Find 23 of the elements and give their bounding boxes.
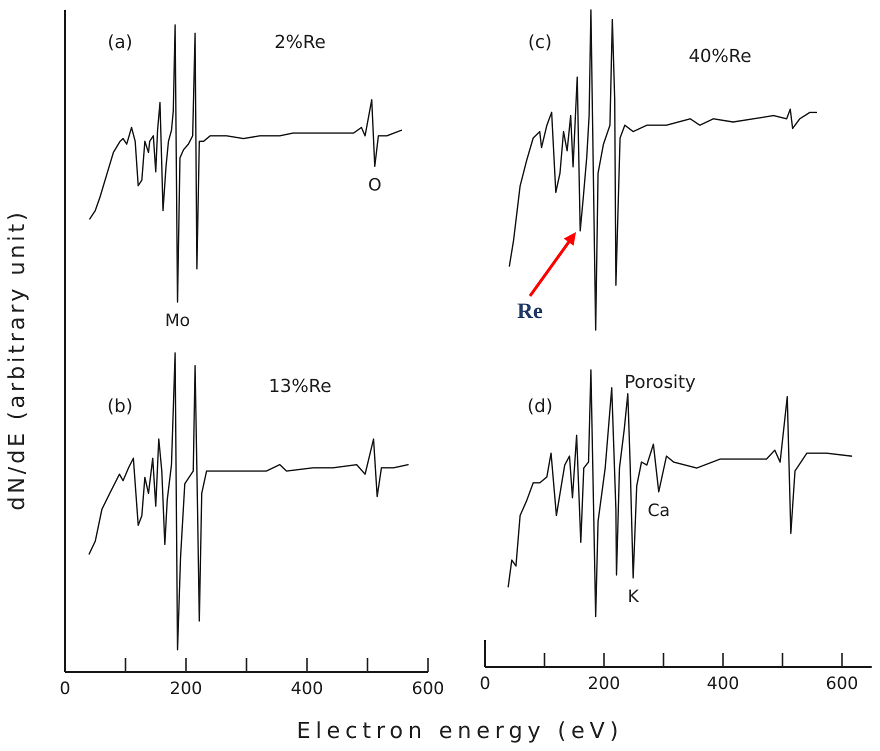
chart-title: (a) [107, 32, 133, 53]
chart-subtitle: 2%Re [274, 32, 326, 53]
annotation: Ca [648, 500, 670, 521]
text: (b) [107, 396, 133, 417]
x-tick-label: 200 [588, 674, 620, 694]
x-tick-label: 400 [706, 674, 740, 694]
text: (d) [527, 396, 553, 417]
annotation: Mo [164, 311, 190, 331]
x-tick-label: 600 [412, 679, 444, 699]
x-tick-label: 400 [290, 679, 324, 699]
chart-subtitle: Porosity [624, 372, 696, 393]
x-tick-label: 200 [170, 679, 202, 699]
x-tick-label: 0 [60, 679, 70, 699]
text: 13%Re [268, 376, 332, 397]
x-tick-label: 0 [480, 674, 490, 694]
y-axis-title: dN/dE (arbitrary unit) [5, 209, 30, 511]
annotation: K [628, 586, 640, 607]
x-axis-title: Electron energy (eV) [296, 719, 624, 744]
x-tick-label: 600 [826, 674, 858, 694]
text: 40%Re [688, 46, 752, 67]
text: (c) [528, 32, 552, 53]
annotation: O [368, 175, 382, 196]
annotation: Re [517, 298, 544, 323]
